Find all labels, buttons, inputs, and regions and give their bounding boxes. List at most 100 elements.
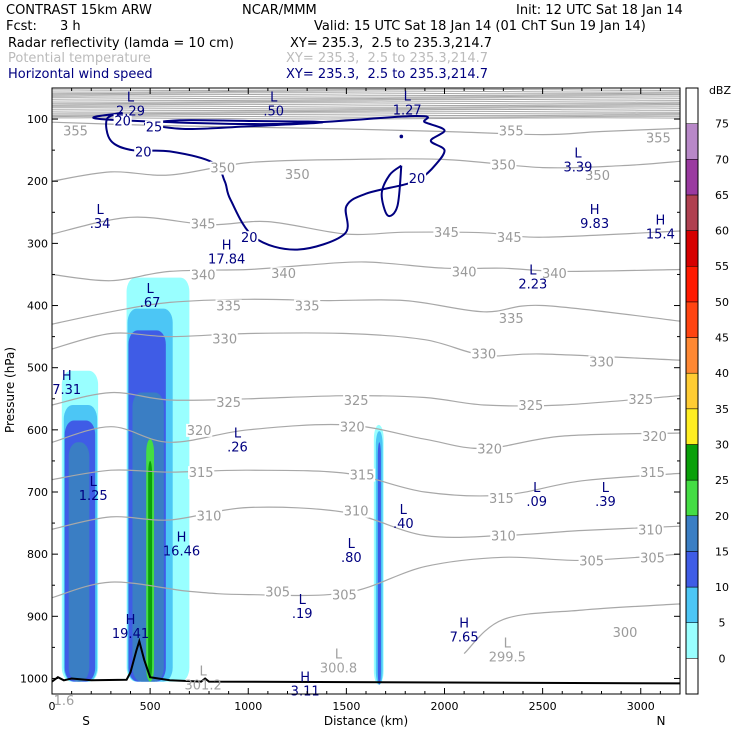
wind-extremum-value: 17.84 — [208, 253, 245, 268]
theta-contour-label: 355 — [646, 132, 671, 147]
north-label: N — [657, 714, 666, 728]
wind-extremum-letter: H — [300, 671, 310, 686]
colorbar-swatch — [685, 479, 699, 517]
upper-theta-line — [52, 105, 680, 108]
theta-contour-label: 305 — [265, 585, 290, 600]
label-background — [348, 468, 376, 482]
wind-extremum-value: 7.31 — [52, 383, 81, 398]
wind-extremum-value: 16.46 — [163, 545, 200, 560]
theta-contour-label: 315 — [189, 466, 214, 481]
field-3-name: Horizontal wind speed — [8, 67, 153, 82]
wind-extremum-value: 9.83 — [580, 217, 609, 232]
theta-contour-label: 315 — [640, 466, 665, 481]
label-background — [476, 442, 503, 456]
label-background — [62, 124, 89, 138]
theta-extremum-value: 301.2 — [185, 678, 222, 693]
wind-contour-label: 20 — [114, 114, 131, 129]
wind-extremum-value: 15.4 — [646, 228, 675, 243]
theta-contour-label: 340 — [542, 267, 567, 282]
upper-theta-line — [52, 102, 680, 105]
label-background — [209, 161, 236, 175]
theta-contour-label: 350 — [585, 169, 610, 184]
reflectivity-cell — [68, 442, 90, 682]
theta-contour-label: 305 — [579, 554, 604, 569]
theta-contour-label: 310 — [638, 523, 663, 538]
label-background — [331, 588, 358, 602]
colorbar-label: 0 — [719, 652, 726, 665]
label-background — [611, 625, 639, 639]
wind-extremum-value: 2.29 — [116, 105, 145, 120]
label-background — [211, 332, 238, 346]
theta-contour-label: 325 — [216, 396, 241, 411]
colorbar-swatch — [685, 586, 699, 623]
wind-extremum-value: 1.27 — [393, 103, 422, 118]
wind-extremum-value: 2.23 — [518, 277, 547, 292]
wind-extremum-value: .26 — [227, 440, 248, 455]
label-background — [451, 265, 478, 279]
theta-contour-label: 335 — [295, 300, 320, 315]
label-background — [407, 172, 427, 186]
wind-contour-label: 20 — [409, 172, 426, 187]
fcst-label: Fcst: — [6, 19, 37, 34]
x-tick-label: 1500 — [332, 700, 360, 713]
theta-extremum-letter: L — [199, 664, 207, 679]
colorbar-swatch — [685, 123, 699, 160]
wind-extremum-letter: H — [590, 203, 600, 218]
reflectivity-cell — [377, 442, 381, 685]
colorbar-label: 45 — [715, 332, 729, 345]
wind-extremum-value: .80 — [341, 551, 362, 566]
wind-extremum-letter: L — [299, 593, 307, 608]
theta-contour-label: 325 — [344, 394, 369, 409]
label-background — [498, 311, 525, 325]
upper-theta-line — [52, 92, 680, 95]
label-background — [490, 158, 517, 172]
wind-extremum-value: 3.11 — [291, 685, 320, 700]
theta-contour-line — [52, 216, 680, 238]
y-tick-label: 300 — [27, 237, 48, 250]
label-background — [294, 299, 321, 313]
colorbar-label: 50 — [715, 296, 729, 309]
wind-extremum-letter: L — [270, 91, 278, 106]
label-background — [343, 394, 370, 408]
wind-extremum-letter: L — [602, 481, 610, 496]
upper-theta-line — [52, 95, 680, 98]
theta-contour-label: 345 — [497, 231, 522, 246]
theta-contour-line — [52, 158, 680, 182]
axes: 100 200 300 400 500 600 700 800 900 1000 — [20, 88, 681, 694]
colorbar-frame — [685, 87, 699, 695]
theta-contour-label: 345 — [191, 217, 216, 232]
theta-extremum-letter: L — [335, 648, 343, 663]
field-1-xy: XY= 235.3, 2.5 to 235.3,214.7 — [290, 36, 493, 51]
org-label: NCAR/MMM — [242, 3, 317, 18]
wind-contours — [92, 111, 446, 251]
wind-extremum-value: .67 — [140, 296, 161, 311]
label-background — [637, 523, 664, 537]
wind-extremum-letter: L — [127, 91, 135, 106]
theta-contour-label: 310 — [344, 505, 369, 520]
wind-extremum-letter: L — [90, 475, 98, 490]
x-tick-label: 1000 — [234, 700, 262, 713]
theta-contour-label: 315 — [350, 469, 375, 484]
label-background — [496, 231, 523, 245]
wind-extremum-letter: H — [126, 613, 136, 628]
wind-contour-line — [380, 164, 403, 217]
theta-contour-label: 320 — [477, 442, 502, 457]
label-background — [190, 217, 217, 231]
x-tick-label: 3000 — [627, 700, 655, 713]
wind-contour-label: 25 — [146, 121, 163, 136]
colorbar-label: 30 — [715, 438, 729, 451]
wind-extremum-letter: H — [222, 239, 232, 254]
theta-contour-label: 305 — [332, 589, 357, 604]
theta-contour-label: 315 — [489, 492, 514, 507]
colorbar-swatch — [685, 444, 699, 481]
theta-contour-label: 340 — [452, 265, 477, 280]
colorbar-swatch — [685, 194, 699, 231]
colorbar-label: 75 — [715, 118, 729, 131]
colorbar-label: 55 — [715, 260, 729, 273]
upper-theta-line — [52, 112, 680, 115]
y-tick-label: 200 — [27, 175, 48, 188]
colorbar-swatch — [685, 658, 699, 695]
theta-contour-label: 310 — [197, 510, 222, 525]
label-background — [627, 392, 654, 406]
theta-contour-line — [52, 298, 680, 325]
